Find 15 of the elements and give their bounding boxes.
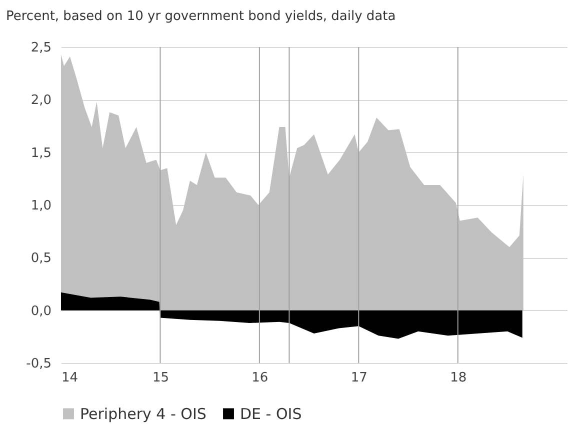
y-tick-label: -0,5 (26, 356, 52, 372)
y-tick-label: 0,0 (30, 304, 52, 319)
legend-label: Periphery 4 - OIS (80, 404, 206, 423)
x-tick-label: 18 (450, 370, 467, 386)
y-tick-label: 1,0 (30, 198, 52, 214)
x-tick-label: 14 (62, 370, 78, 386)
legend-label: DE - OIS (240, 404, 302, 423)
x-tick-label: 16 (252, 370, 268, 386)
y-tick-label: 0,5 (30, 251, 52, 266)
y-tick-label: 2,0 (30, 93, 52, 108)
x-tick-label: 15 (152, 370, 169, 386)
chart-title: Percent, based on 10 yr government bond yields, daily data (6, 9, 396, 24)
y-tick-label: 2,5 (30, 40, 52, 56)
x-tick-label: 17 (350, 370, 368, 386)
y-tick-label: 1,5 (30, 146, 52, 161)
